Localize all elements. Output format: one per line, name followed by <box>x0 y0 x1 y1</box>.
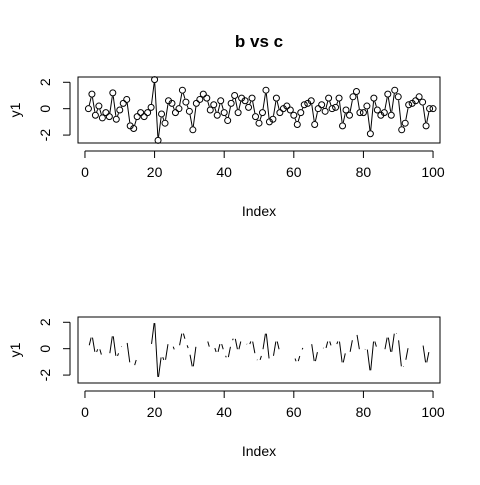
bottom-x-axis-title: Index <box>242 443 276 459</box>
bottom-x-tick-label: 80 <box>356 404 372 420</box>
top-x-tick-label: 100 <box>421 164 445 180</box>
bottom-series-segment <box>233 339 234 341</box>
top-x-tick-label: 60 <box>286 164 302 180</box>
top-series-segment <box>226 116 227 118</box>
bottom-x-tick-label: 60 <box>286 404 302 420</box>
bottom-y-tick-label: 2 <box>37 318 53 326</box>
top-y-tick-label: -2 <box>37 129 53 142</box>
top-series-segment <box>233 99 234 101</box>
top-series-segment <box>302 108 303 110</box>
top-x-tick-label: 20 <box>147 164 163 180</box>
top-y-tick-label: 0 <box>37 105 53 113</box>
bottom-series-segment <box>302 348 303 350</box>
bottom-series-segment <box>226 356 227 358</box>
bottom-y-tick-label: 0 <box>37 345 53 353</box>
bottom-y-tick-label: -2 <box>37 369 53 382</box>
top-y-tick-label: 2 <box>37 78 53 86</box>
bottom-x-tick-label: 0 <box>81 404 89 420</box>
top-x-tick-label: 40 <box>216 164 232 180</box>
top-x-tick-label: 80 <box>356 164 372 180</box>
top-y-axis-title: y1 <box>7 102 23 117</box>
top-x-axis-title: Index <box>242 203 276 219</box>
bottom-x-tick-label: 100 <box>421 404 445 420</box>
top-x-tick-label: 0 <box>81 164 89 180</box>
bottom-x-tick-label: 40 <box>216 404 232 420</box>
bottom-x-tick-label: 20 <box>147 404 163 420</box>
chart-title: b vs c <box>235 32 283 51</box>
bottom-y-axis-title: y1 <box>7 342 23 357</box>
